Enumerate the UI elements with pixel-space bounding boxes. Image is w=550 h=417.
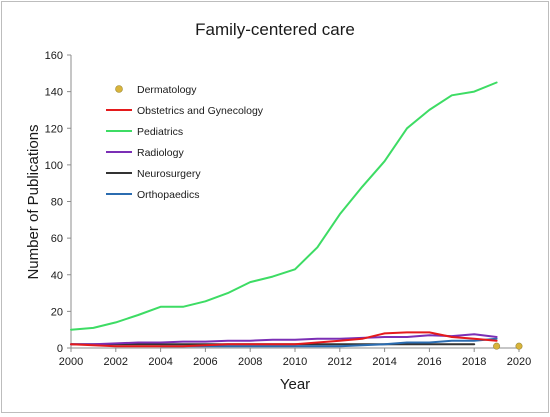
y-tick-label: 40 [51, 270, 63, 282]
legend-label-pediatrics: Pediatrics [137, 126, 183, 138]
dermatology-point [493, 342, 501, 350]
legend: Dermatology Obstetrics and Gynecology Pedi… [106, 84, 264, 201]
y-axis-label: Number of Publications [25, 124, 42, 279]
x-tick-label: 2020 [507, 356, 531, 368]
pediatrics-line [70, 81, 498, 331]
y-tick-label: 100 [45, 160, 63, 172]
x-tick-label: 2002 [104, 356, 128, 368]
x-tick-label: 2000 [59, 356, 83, 368]
y-tick-label: 0 [57, 343, 63, 355]
obstetrics-and-gynecology-line [70, 331, 498, 348]
legend-swatch-dermatology [115, 85, 123, 93]
x-tick-label: 2004 [148, 356, 172, 368]
x-tick-label: 2018 [462, 356, 486, 368]
x-tick-label: 2010 [283, 356, 307, 368]
legend-label-radiology: Radiology [137, 147, 184, 159]
x-tick-label: 2012 [328, 356, 352, 368]
legend-label-orthopaedics: Orthopaedics [137, 189, 199, 201]
x-tick-label: 2016 [417, 356, 441, 368]
dermatology-point [515, 342, 523, 350]
y-tick-label: 20 [51, 306, 63, 318]
x-axis-label: Year [280, 376, 310, 393]
chart-title: Family-centered care [195, 20, 355, 39]
x-tick-label: 2006 [193, 356, 217, 368]
radiology-line [70, 333, 498, 346]
y-tick-label: 160 [45, 50, 63, 62]
orthopaedics-line [159, 337, 498, 348]
x-tick-label: 2014 [372, 356, 396, 368]
legend-label-neurosurgery: Neurosurgery [137, 168, 201, 180]
y-tick-label: 80 [51, 197, 63, 209]
legend-label-obstetrics-and-gynecology: Obstetrics and Gynecology [137, 105, 264, 117]
x-tick-label: 2008 [238, 356, 262, 368]
line-chart: Family-centered care 0 20 40 60 80 100 120 140 1… [25, 20, 532, 393]
y-tick-label: 120 [45, 123, 63, 135]
y-tick-label: 140 [45, 87, 63, 99]
series-layer [70, 81, 523, 350]
legend-label-dermatology: Dermatology [137, 84, 197, 96]
y-tick-label: 60 [51, 233, 63, 245]
axes: 0 20 40 60 80 100 120 140 160 2000 2002 2004 2006 200… [45, 50, 532, 368]
